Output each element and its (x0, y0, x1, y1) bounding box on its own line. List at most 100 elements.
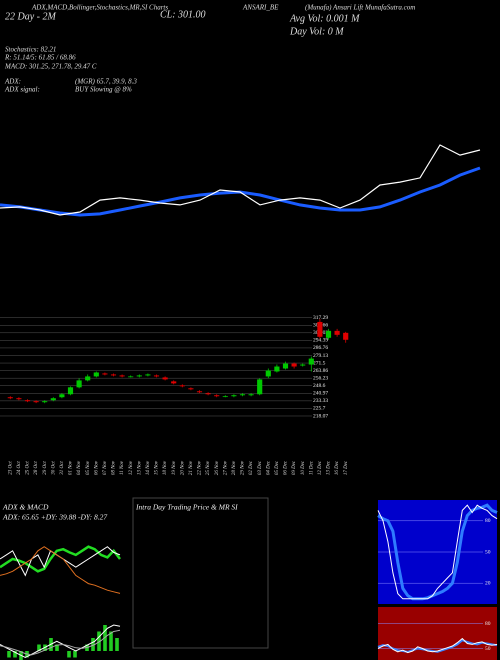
histogram-bar (55, 644, 59, 651)
candle-body (291, 363, 297, 367)
x-tick-label: 07 Nov (103, 460, 108, 475)
x-tick-label: 25 Nov (206, 460, 211, 475)
candle-body (343, 332, 349, 340)
y-tick-label: 286.76 (313, 345, 328, 351)
x-tick-label: 12 Nov (129, 460, 134, 475)
candle-body (67, 387, 74, 395)
x-tick-label: 11 Nov (120, 460, 125, 475)
candle-body (274, 366, 280, 372)
x-tick-label: 31 Oct (60, 461, 65, 475)
candle-body (162, 377, 168, 380)
y-tick-label: 50 (485, 646, 491, 652)
adx-signal-label: ADX signal: (4, 86, 40, 94)
x-tick-label: 05 Nov (86, 460, 91, 475)
candle-body (16, 398, 22, 400)
x-tick-label: 06 Nov (94, 460, 99, 475)
histogram-bar (73, 651, 77, 658)
x-tick-label: 01 Nov (69, 460, 74, 475)
candle-body (85, 376, 91, 381)
x-tick-label: 24 Oct (17, 461, 22, 475)
x-tick-label: 22 Nov (198, 460, 203, 475)
histogram-bar (67, 651, 71, 658)
panel-subtitle: ADX: 65.65 +DY: 39.88 -DY: 8.27 (2, 513, 107, 522)
histogram-bar (13, 651, 17, 658)
x-tick-label: 21 Nov (189, 460, 194, 475)
candle-body (179, 385, 185, 387)
x-tick-label: 09 Dec (292, 460, 297, 475)
candle-body (300, 364, 306, 366)
adx-values: (MGR) 65.7, 39.9, 8.3 (75, 78, 137, 86)
y-tick-label: 294.39 (313, 338, 328, 344)
rsi-info: R: 51.14/5: 61.85 / 68.86 (4, 54, 76, 62)
x-tick-label: 29 Nov (241, 460, 246, 475)
series-line (377, 637, 498, 654)
day-volume: Day Vol: 0 M (289, 26, 344, 37)
candle-body (119, 375, 125, 377)
x-tick-label: 02 Dec (249, 460, 254, 475)
x-tick-label: 05 Dec (275, 460, 280, 475)
candle-body (205, 393, 211, 395)
y-tick-label: 80 (485, 518, 491, 524)
x-tick-label: 19 Nov (172, 460, 177, 475)
y-tick-label: 225.7 (313, 406, 326, 412)
x-tick-label: 08 Nov (112, 460, 117, 475)
x-tick-label: 16 Dec (335, 460, 340, 475)
x-tick-label: 04 Nov (77, 460, 82, 475)
histogram-bar (109, 631, 113, 651)
x-tick-label: 06 Dec (284, 460, 289, 475)
candle-body (231, 395, 237, 397)
candle-body (24, 400, 31, 402)
candle-body (102, 373, 108, 375)
x-tick-label: 26 Nov (215, 460, 220, 475)
intraday-box (132, 497, 269, 649)
candle-body (188, 388, 194, 390)
stochastics-info: Stochastics: 82.21 (5, 46, 56, 54)
candle-body (308, 358, 314, 365)
x-tick-label: 04 Dec (266, 460, 271, 475)
candle-body (171, 381, 177, 384)
y-tick-label: 218.07 (313, 413, 328, 419)
candle-body (33, 401, 39, 403)
x-tick-label: 03 Dec (258, 460, 263, 475)
x-tick-label: 14 Nov (146, 460, 151, 475)
series-line (0, 629, 121, 656)
candle-body (317, 321, 323, 337)
x-tick-label: 23 Oct (8, 461, 13, 475)
x-tick-label: 10 Dec (301, 460, 306, 475)
macd-info: MACD: 301.25, 271.78, 29.47 C (4, 63, 97, 71)
candle-body (93, 372, 99, 377)
adx-signal: BUY Slowing @ 8% (75, 86, 132, 94)
histogram-bar (115, 638, 119, 651)
series-line (0, 546, 121, 594)
x-tick-label: 18 Nov (163, 460, 168, 475)
x-tick-label: 25 Oct (26, 461, 31, 475)
candle-body (325, 330, 332, 338)
symbol: ANSARI_BE (242, 4, 279, 12)
candle-body (214, 395, 220, 397)
x-tick-label: 20 Nov (180, 460, 185, 475)
x-tick-label: 29 Oct (43, 461, 48, 475)
candle-body (265, 370, 271, 377)
x-tick-label: 15 Nov (155, 460, 160, 475)
candle-body (257, 379, 263, 395)
candle-body (110, 374, 117, 376)
y-tick-label: 248.6 (313, 383, 326, 389)
x-tick-label: 13 Dec (327, 460, 332, 475)
close-price: CL: 301.00 (160, 9, 206, 20)
y-tick-label: 271.5 (313, 360, 326, 366)
company: (Munafa) Ansari Lift MunafaSutra.com (305, 4, 415, 12)
x-tick-label: 11 Dec (309, 460, 314, 475)
y-tick-label: 50 (485, 549, 491, 555)
candle-body (7, 397, 13, 399)
x-tick-label: 30 Oct (51, 461, 56, 475)
candle-body (153, 375, 160, 377)
x-tick-label: 27 Nov (223, 460, 228, 475)
candle-body (334, 330, 340, 335)
candle-body (128, 376, 134, 378)
candle-body (42, 401, 48, 403)
candle-body (50, 398, 56, 401)
panel-title: ADX & MACD (2, 503, 49, 512)
adx-label: ADX: (4, 78, 21, 86)
avg-volume: Avg Vol: 0.001 M (289, 13, 360, 24)
candle-body (239, 394, 246, 396)
